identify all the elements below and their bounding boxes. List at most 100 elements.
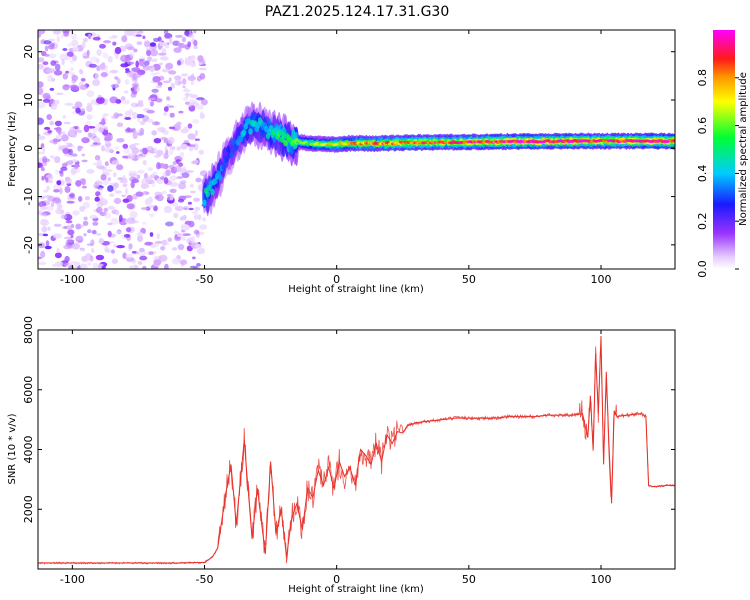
noise-blob [119,177,128,182]
noise-blob [139,120,146,126]
noise-blob [109,193,115,197]
noise-blob [197,214,202,221]
colorbar-tick-label: 0.8 [696,69,709,87]
noise-blob [66,142,70,146]
noise-blob [178,162,184,167]
noise-blob [173,212,179,219]
noise-blob [52,99,60,105]
noise-blob [43,40,52,45]
noise-blob [124,30,129,37]
noise-blob [121,194,126,198]
noise-blob [96,159,102,166]
noise-blob [38,201,47,208]
noise-blob [52,264,56,267]
noise-blob [116,113,123,117]
noise-blob [169,181,179,187]
colorbar-ticks: 0.0 0.2 0.4 0.6 0.8 [696,69,739,278]
noise-blob [152,171,158,175]
noise-blob [160,56,169,61]
ridge-cell [218,174,223,181]
noise-blob [81,153,85,157]
noise-blob [95,254,105,261]
noise-blob [159,62,163,66]
ridge-cell [234,144,239,151]
noise-blob [46,185,50,191]
ridge-cell [268,125,274,132]
noise-blob [185,92,190,98]
noise-blob [107,205,116,210]
noise-blob [124,79,130,85]
noise-blob [107,185,114,192]
noise-blob [38,57,45,63]
noise-blob [54,156,61,164]
noise-blob [178,42,186,49]
noise-blob [138,59,145,67]
noise-blob [44,45,49,52]
noise-blob [49,87,55,91]
x-tick-label: -100 [60,273,85,286]
noise-blob [67,229,75,236]
noise-blob [122,183,128,188]
colorbar: 0.0 0.2 0.4 0.6 0.8 Normalized spectral ampl… [696,30,749,278]
noise-blob [127,61,135,65]
y-tick-label: -20 [22,236,35,254]
noise-blob [187,133,196,140]
noise-blob [115,151,120,154]
snr-panel: -100 -50 0 50 100 2000 4000 6000 8000 Height of … [7,316,676,595]
noise-blob [54,261,64,267]
noise-blob [76,266,81,269]
noise-blob [71,133,77,138]
noise-blob [100,174,107,181]
noise-blob [60,131,66,135]
noise-blob [146,109,155,114]
noise-blob [196,104,204,110]
noise-blob [124,117,132,120]
noise-blob [183,140,190,144]
noise-blob [151,130,158,136]
noise-blob [93,181,100,189]
noise-blob [107,230,112,238]
noise-blob [47,130,53,133]
noise-blob [96,206,103,214]
snr-axes: -100 -50 0 50 100 2000 4000 6000 8000 [22,316,675,586]
noise-blob [136,174,141,179]
noise-blob [52,197,62,204]
snr-series-detail [38,345,675,565]
noise-blob [177,198,185,203]
noise-blob [142,265,147,269]
x-tick-label: -50 [196,573,214,586]
y-tick-label: 6000 [22,376,35,404]
noise-blob [51,155,55,160]
noise-blob [79,68,83,75]
noise-blob [177,232,183,238]
noise-blob [57,203,63,210]
noise-blob [86,169,95,174]
noise-blob [198,67,207,71]
noise-blob [106,169,113,172]
noise-blob [193,39,198,47]
noise-blob [56,92,64,96]
noise-blob [151,58,158,63]
noise-blob [174,75,182,81]
noise-blob [92,262,99,269]
noise-blob [132,73,138,81]
noise-blob [195,177,202,183]
noise-blob [92,142,98,145]
noise-blob [69,261,79,266]
noise-blob [113,172,117,178]
noise-blob [131,82,139,88]
noise-blob [184,44,191,50]
noise-blob [172,40,180,46]
noise-blob [168,126,176,130]
noise-blob [132,91,137,95]
noise-blob [75,223,82,230]
noise-blob [70,32,77,40]
noise-blob [81,41,86,49]
noise-blob [118,214,123,222]
noise-blob [187,123,193,129]
noise-blob [161,190,168,195]
noise-blob [66,239,75,243]
noise-blob [114,76,119,80]
noise-blob [99,187,103,191]
noise-blob [170,83,175,88]
